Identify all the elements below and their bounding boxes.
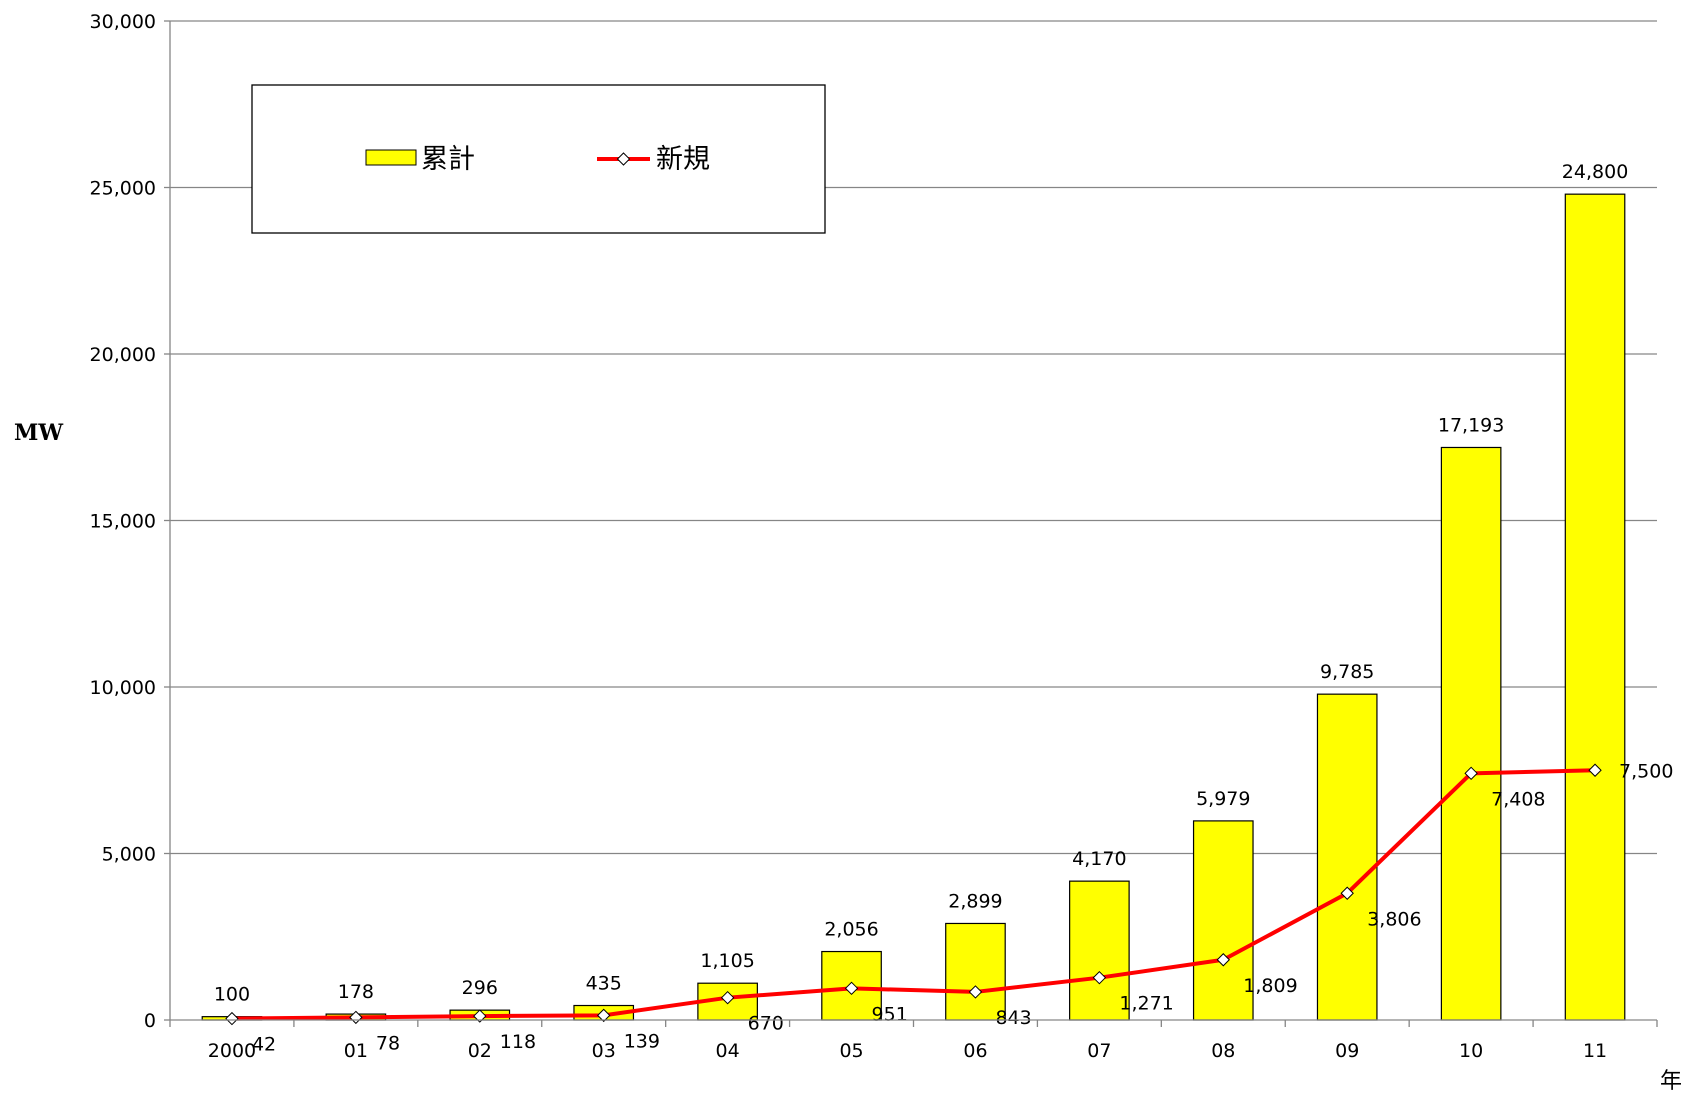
- line-label-04: 670: [748, 1013, 784, 1035]
- bar-label-05: 2,056: [824, 919, 878, 941]
- bar-label-09: 9,785: [1320, 661, 1374, 683]
- y-tick-label: 0: [144, 1010, 156, 1032]
- line-label-08: 1,809: [1243, 975, 1297, 997]
- y-tick-label: 5,000: [102, 844, 156, 866]
- x-tick-label: 02: [468, 1040, 492, 1062]
- bar-label-11: 24,800: [1562, 161, 1628, 183]
- line-new: [225, 763, 1602, 1026]
- x-tick-label: 04: [716, 1040, 740, 1062]
- line-marker-09: [1340, 886, 1354, 900]
- bar-07: [1069, 880, 1130, 1021]
- line-marker-07: [1092, 970, 1107, 985]
- axes: [169, 21, 1657, 1021]
- legend-label-cumulative: 累計: [421, 144, 475, 175]
- bar-label-02: 296: [462, 977, 498, 999]
- y-tick-label: 25,000: [90, 178, 156, 200]
- line-label-2000: 42: [252, 1034, 276, 1056]
- bars-cumulative: [201, 193, 1626, 1021]
- line-label-10: 7,408: [1491, 788, 1545, 810]
- legend-swatch-new-marker: [616, 152, 631, 166]
- bar-10: [1440, 446, 1502, 1021]
- x-tick-label: 01: [344, 1040, 368, 1062]
- bar-label-04: 1,105: [700, 950, 754, 972]
- y-tick-label: 15,000: [90, 511, 156, 533]
- bar-label-08: 5,979: [1196, 788, 1250, 810]
- y-tick-label: 30,000: [90, 11, 156, 33]
- bar-label-10: 17,193: [1438, 414, 1504, 436]
- line-marker-10: [1464, 766, 1478, 781]
- x-tick-label: 2000: [208, 1040, 256, 1062]
- line-marker-03: [597, 1008, 611, 1023]
- y-tick-label: 20,000: [90, 344, 156, 366]
- legend-box: [251, 84, 826, 234]
- line-label-09: 3,806: [1367, 908, 1421, 930]
- line-marker-2000: [225, 1011, 239, 1026]
- bar-label-03: 435: [586, 973, 622, 995]
- x-tick-label: 10: [1459, 1040, 1483, 1062]
- line-series-new: [231, 768, 1596, 1021]
- line-label-06: 843: [995, 1007, 1031, 1029]
- legend: 累計 新規: [251, 84, 826, 234]
- line-marker-04: [720, 990, 735, 1005]
- x-tick-label: 07: [1087, 1040, 1111, 1062]
- line-marker-08: [1216, 953, 1230, 967]
- x-tick-label: 09: [1335, 1040, 1359, 1062]
- bar-label-07: 4,170: [1072, 848, 1126, 870]
- line-label-02: 118: [500, 1031, 536, 1053]
- y-axis-label: MW: [14, 420, 63, 446]
- x-tick-label: 11: [1583, 1040, 1607, 1062]
- bar-label-2000: 100: [214, 984, 250, 1006]
- line-marker-01: [349, 1010, 363, 1025]
- line-marker-05: [844, 981, 859, 996]
- bar-11: [1564, 193, 1626, 1021]
- line-label-01: 78: [376, 1032, 400, 1054]
- line-label-03: 139: [624, 1030, 660, 1052]
- line-marker-11: [1588, 763, 1602, 777]
- x-axis-ticks: 2000 01 02 03 04 05 06 07 08 09 10 11: [169, 1020, 1658, 1062]
- line-label-11: 7,500: [1619, 760, 1673, 782]
- bar-label-01: 178: [338, 981, 374, 1003]
- bar-label-06: 2,899: [948, 890, 1002, 912]
- legend-swatch-cumulative: [365, 149, 417, 166]
- bar-06: [945, 922, 1006, 1021]
- x-tick-label: 08: [1211, 1040, 1235, 1062]
- legend-label-new: 新規: [656, 144, 710, 175]
- x-tick-label: 06: [963, 1040, 987, 1062]
- bar-08: [1192, 820, 1254, 1021]
- line-label-05: 951: [872, 1003, 908, 1025]
- line-marker-06: [968, 985, 983, 999]
- x-tick-label: 05: [839, 1040, 863, 1062]
- x-tick-label: 03: [592, 1040, 616, 1062]
- line-marker-02: [473, 1009, 487, 1023]
- y-axis-ticks: 0 5,000 10,000 15,000 20,000 25,000 30,000: [90, 11, 170, 1032]
- y-tick-label: 10,000: [90, 677, 156, 699]
- bar-09: [1316, 693, 1378, 1021]
- x-axis-unit-label: 年: [1660, 1069, 1682, 1093]
- bar-data-labels: 100 178 296 435 1,105 2,056 2,899 4,170 5,979 9,7…: [214, 161, 1628, 1006]
- line-label-07: 1,271: [1119, 993, 1173, 1015]
